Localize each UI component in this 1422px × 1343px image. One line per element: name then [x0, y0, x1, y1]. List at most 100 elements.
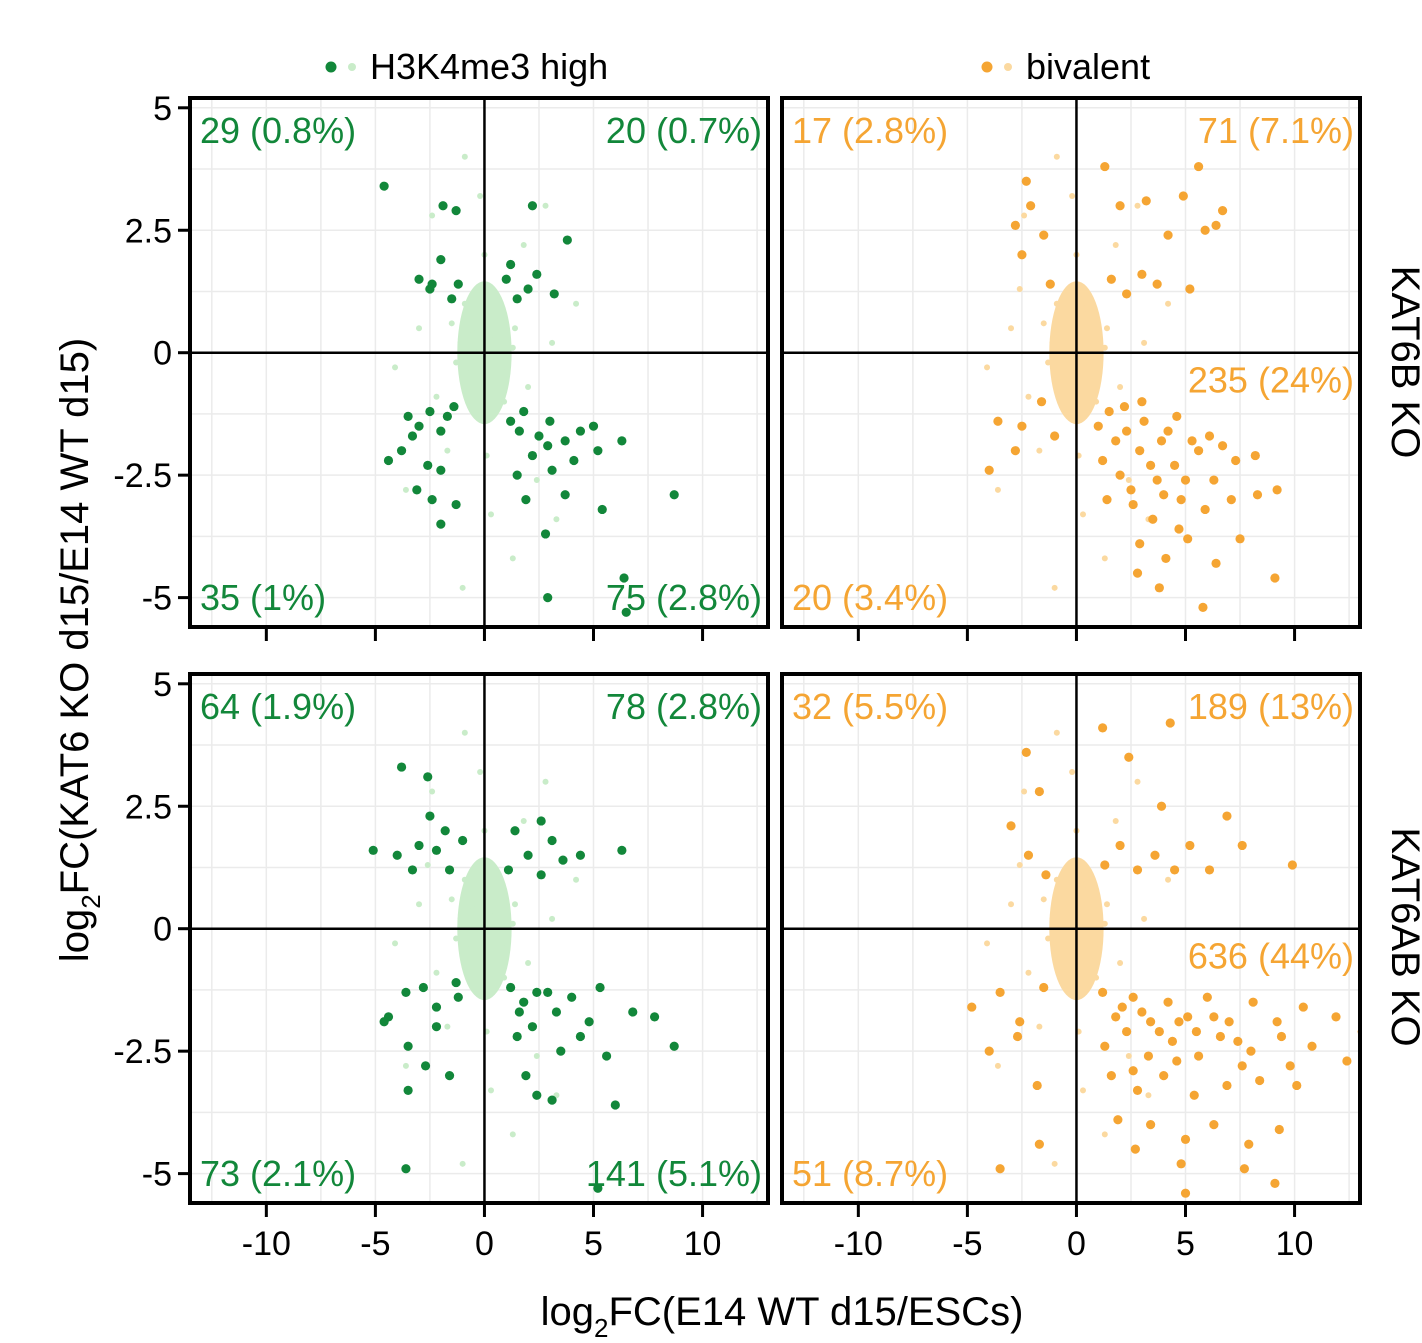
- point-ns: [429, 212, 436, 219]
- point-sig: [1161, 553, 1171, 564]
- point-ns: [402, 486, 409, 493]
- point-sig: [1124, 752, 1134, 762]
- point-sig: [1115, 470, 1125, 480]
- point-ns: [416, 325, 423, 332]
- point-sig: [425, 406, 435, 417]
- point-sig: [547, 465, 557, 475]
- point-sig: [1183, 1012, 1193, 1022]
- point-ns: [1049, 339, 1056, 346]
- point-ns: [498, 891, 505, 898]
- point-sig: [1248, 997, 1258, 1007]
- point-sig: [436, 519, 446, 529]
- point-sig: [1104, 406, 1114, 417]
- point-ns: [509, 920, 516, 927]
- quadrant-label-bottom-right: 141 (5.1%): [586, 1153, 762, 1194]
- point-sig: [519, 997, 529, 1007]
- point-sig: [1233, 1036, 1243, 1046]
- point-ns: [1016, 862, 1023, 869]
- point-sig: [1122, 1026, 1132, 1037]
- quadrant-label-top-left: 17 (2.8%): [792, 110, 948, 151]
- point-sig: [1150, 850, 1160, 860]
- x-tick-label: 0: [475, 1225, 494, 1263]
- point-ns: [1060, 945, 1067, 952]
- point-sig: [619, 573, 629, 583]
- point-sig: [506, 259, 516, 270]
- y-tick-label: -5: [142, 1156, 172, 1194]
- point-sig: [1224, 1017, 1234, 1027]
- point-sig: [1021, 747, 1031, 757]
- x-tick-label: 0: [1067, 1225, 1086, 1263]
- point-sig: [1331, 1012, 1341, 1022]
- x-tick-label: 10: [1276, 1225, 1314, 1263]
- point-sig: [532, 269, 542, 279]
- point-sig: [621, 607, 631, 617]
- x-axis-title-suffix: FC(E14 WT d15/ESCs): [608, 1290, 1023, 1334]
- point-sig: [1137, 269, 1147, 279]
- point-sig: [431, 1002, 442, 1012]
- point-sig: [575, 426, 586, 436]
- point-sig: [1143, 1051, 1154, 1061]
- point-sig: [1113, 1115, 1123, 1125]
- point-sig: [453, 279, 463, 289]
- point-sig: [431, 1022, 442, 1032]
- point-sig: [414, 421, 424, 431]
- point-ns: [485, 866, 492, 873]
- x-axis-title: log2FC(E14 WT d15/ESCs): [541, 1290, 1024, 1343]
- point-ns: [1086, 955, 1093, 962]
- point-sig: [1039, 230, 1049, 240]
- point-ns: [1090, 315, 1097, 322]
- point-sig: [1187, 436, 1197, 446]
- point-ns: [520, 817, 527, 824]
- point-sig: [1307, 1041, 1317, 1051]
- point-sig: [1237, 840, 1247, 851]
- point-sig: [1172, 411, 1182, 421]
- point-sig: [995, 1164, 1005, 1174]
- point-sig: [1132, 1085, 1143, 1095]
- point-sig: [440, 826, 450, 836]
- point-sig: [1292, 1080, 1302, 1091]
- point-sig: [412, 485, 422, 495]
- point-sig: [423, 460, 433, 470]
- point-ns: [487, 511, 494, 518]
- point-sig: [547, 835, 557, 846]
- point-sig: [1006, 821, 1016, 831]
- point-sig: [519, 406, 529, 417]
- point-ns: [533, 477, 540, 484]
- panel-kat6ab-h3k4me3: 64 (1.9%) 78 (2.8%) 73 (2.1%) 141 (5.1%) 5 2.…: [113, 666, 770, 1263]
- point-sig: [593, 1183, 603, 1193]
- point-ns: [573, 300, 580, 307]
- point-ns: [1141, 915, 1148, 922]
- point-sig: [967, 1002, 977, 1012]
- point-sig: [510, 826, 520, 836]
- point-sig: [1156, 801, 1167, 811]
- point-ns: [490, 305, 497, 312]
- point-ns: [444, 447, 451, 454]
- point-sig: [1128, 499, 1138, 510]
- point-sig: [551, 1007, 562, 1017]
- point-ns: [1051, 584, 1058, 591]
- point-sig: [1152, 475, 1162, 485]
- point-sig: [1274, 1124, 1284, 1135]
- x-tick-label: -5: [952, 1225, 982, 1263]
- point-ns: [461, 300, 468, 307]
- quadrant-label-bottom-left: 51 (8.7%): [792, 1153, 948, 1194]
- y-tick-label: 5: [153, 666, 172, 704]
- point-sig: [1093, 421, 1103, 431]
- point-sig: [1200, 504, 1210, 515]
- point-sig: [1170, 865, 1180, 875]
- point-sig: [1115, 840, 1125, 851]
- point-sig: [1152, 279, 1162, 289]
- point-sig: [1119, 401, 1130, 412]
- x-axis-title-subscript: 2: [594, 1313, 608, 1343]
- point-sig: [1231, 455, 1241, 466]
- point-ns: [1069, 192, 1076, 199]
- panel-frame: [188, 672, 770, 1205]
- point-sig: [1141, 196, 1151, 206]
- point-sig: [1122, 289, 1132, 299]
- point-sig: [1017, 421, 1027, 431]
- point-sig: [1100, 860, 1110, 870]
- point-ns: [424, 862, 431, 869]
- point-sig: [1139, 416, 1149, 426]
- point-sig: [1222, 811, 1232, 821]
